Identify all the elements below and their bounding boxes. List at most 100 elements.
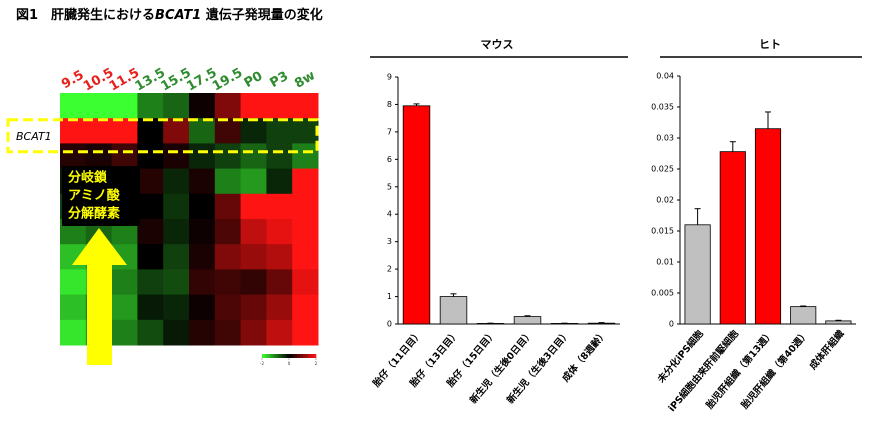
y-tick-label: 0.015 bbox=[651, 227, 674, 236]
heat-cell bbox=[292, 93, 319, 119]
chart-title: ヒト bbox=[759, 38, 781, 51]
heat-cell bbox=[266, 93, 293, 119]
heat-cell bbox=[189, 294, 216, 321]
bar bbox=[587, 322, 616, 325]
y-tick-label: 0.025 bbox=[651, 165, 674, 174]
heat-cell bbox=[163, 143, 190, 170]
colorbar-cell bbox=[270, 354, 274, 358]
column-label: P0 bbox=[242, 69, 266, 91]
heat-cell bbox=[189, 118, 216, 144]
colorbar-cell bbox=[297, 354, 301, 358]
colorbar-cell bbox=[302, 354, 306, 358]
heat-cell bbox=[240, 143, 267, 170]
x-tick-label: iPS細胞由来肝前駆細胞 bbox=[666, 327, 741, 414]
heat-cell bbox=[214, 244, 242, 270]
heat-cell bbox=[60, 143, 87, 170]
column-label: 8w bbox=[292, 68, 318, 92]
y-tick-label: 0.04 bbox=[656, 72, 674, 81]
bar bbox=[754, 128, 782, 325]
heat-cell bbox=[137, 219, 164, 245]
heat-cell bbox=[292, 294, 319, 321]
colorbar-cell bbox=[280, 354, 284, 358]
heat-cell bbox=[189, 168, 216, 195]
heat-cell bbox=[189, 193, 216, 220]
heat-cell bbox=[266, 143, 293, 170]
heat-cell bbox=[189, 269, 216, 296]
x-tick-label: 新生児（生後0日目） bbox=[467, 328, 535, 406]
y-tick-label: 0 bbox=[387, 320, 392, 329]
heat-cell bbox=[214, 118, 242, 144]
y-tick-label: 0.02 bbox=[656, 196, 674, 205]
colorbar-cell bbox=[291, 354, 295, 358]
colorbar-cell bbox=[310, 354, 314, 358]
heat-cell bbox=[137, 269, 164, 296]
heat-cell bbox=[240, 219, 267, 245]
colorbar-cell bbox=[286, 354, 290, 358]
y-tick-label: 0.035 bbox=[651, 103, 674, 112]
colorbar-cell bbox=[289, 354, 292, 358]
y-tick-label: 9 bbox=[387, 73, 392, 82]
heat-cell bbox=[292, 244, 319, 270]
heat-cell bbox=[137, 193, 164, 220]
heat-cell bbox=[60, 93, 87, 119]
heat-cell bbox=[85, 118, 113, 144]
colorbar-cell bbox=[305, 354, 309, 358]
heat-cell bbox=[240, 93, 267, 119]
y-tick-label: 3 bbox=[387, 237, 392, 246]
heat-cell bbox=[240, 193, 267, 220]
bar bbox=[825, 320, 852, 325]
heat-cell bbox=[214, 294, 242, 321]
row-label: BCAT1 bbox=[16, 130, 52, 143]
colorbar-cell bbox=[267, 354, 271, 358]
heat-cell bbox=[292, 118, 319, 144]
heat-cell bbox=[292, 269, 319, 296]
heat-cell bbox=[111, 319, 138, 346]
title-part: BCAT1 bbox=[155, 8, 201, 23]
figure-title: 図1 肝臓発生におけるBCAT1 遺伝子発現量の変化 bbox=[16, 7, 323, 23]
heat-cell bbox=[214, 193, 242, 220]
heat-cell bbox=[292, 168, 319, 195]
heat-cell bbox=[292, 319, 319, 346]
heat-cell bbox=[214, 219, 242, 245]
colorbar-label: -2 bbox=[260, 361, 264, 366]
arrow bbox=[72, 228, 127, 365]
y-tick-label: 0.01 bbox=[656, 258, 674, 267]
heat-cell bbox=[60, 294, 87, 321]
heat-cell bbox=[214, 319, 242, 346]
heat-cell bbox=[163, 319, 190, 346]
heatmap: 9.510.511.513.515.517.519.5P0 P3 8wBCAT1分岐… bbox=[6, 65, 319, 366]
heat-cell bbox=[240, 244, 267, 270]
y-tick-label: 6 bbox=[387, 155, 392, 164]
heat-cell bbox=[189, 244, 216, 270]
bar bbox=[684, 224, 711, 325]
heat-cell bbox=[163, 168, 190, 195]
colorbar-cell bbox=[299, 354, 303, 358]
annotation: アミノ酸 bbox=[68, 188, 121, 204]
bar bbox=[439, 296, 468, 325]
colorbar-cell bbox=[283, 354, 287, 358]
heat-cell bbox=[240, 269, 267, 296]
y-tick-label: 4 bbox=[387, 210, 392, 219]
heat-cell bbox=[266, 219, 293, 245]
heat-cell bbox=[111, 143, 138, 170]
y-tick-label: 5 bbox=[387, 182, 392, 191]
heat-cell bbox=[266, 193, 293, 220]
colorbar-cell bbox=[307, 354, 311, 358]
heat-cell bbox=[214, 143, 242, 170]
heat-cell bbox=[163, 93, 190, 119]
heat-cell bbox=[163, 244, 190, 270]
y-tick-label: 8 bbox=[387, 100, 392, 109]
heat-cell bbox=[163, 118, 190, 144]
colorbar-label: 2 bbox=[315, 361, 318, 366]
decoration bbox=[72, 228, 127, 365]
colorbar-cell bbox=[262, 354, 265, 358]
colorbar-cell bbox=[264, 354, 268, 358]
colorbar-cell bbox=[294, 354, 298, 358]
heat-cell bbox=[214, 168, 242, 195]
heat-cell bbox=[137, 168, 164, 195]
x-tick-label: 胎児肝組織（第40週） bbox=[738, 328, 811, 412]
colorbar-label: 0 bbox=[288, 361, 291, 366]
heat-cell bbox=[137, 93, 164, 119]
heat-cell bbox=[189, 219, 216, 245]
